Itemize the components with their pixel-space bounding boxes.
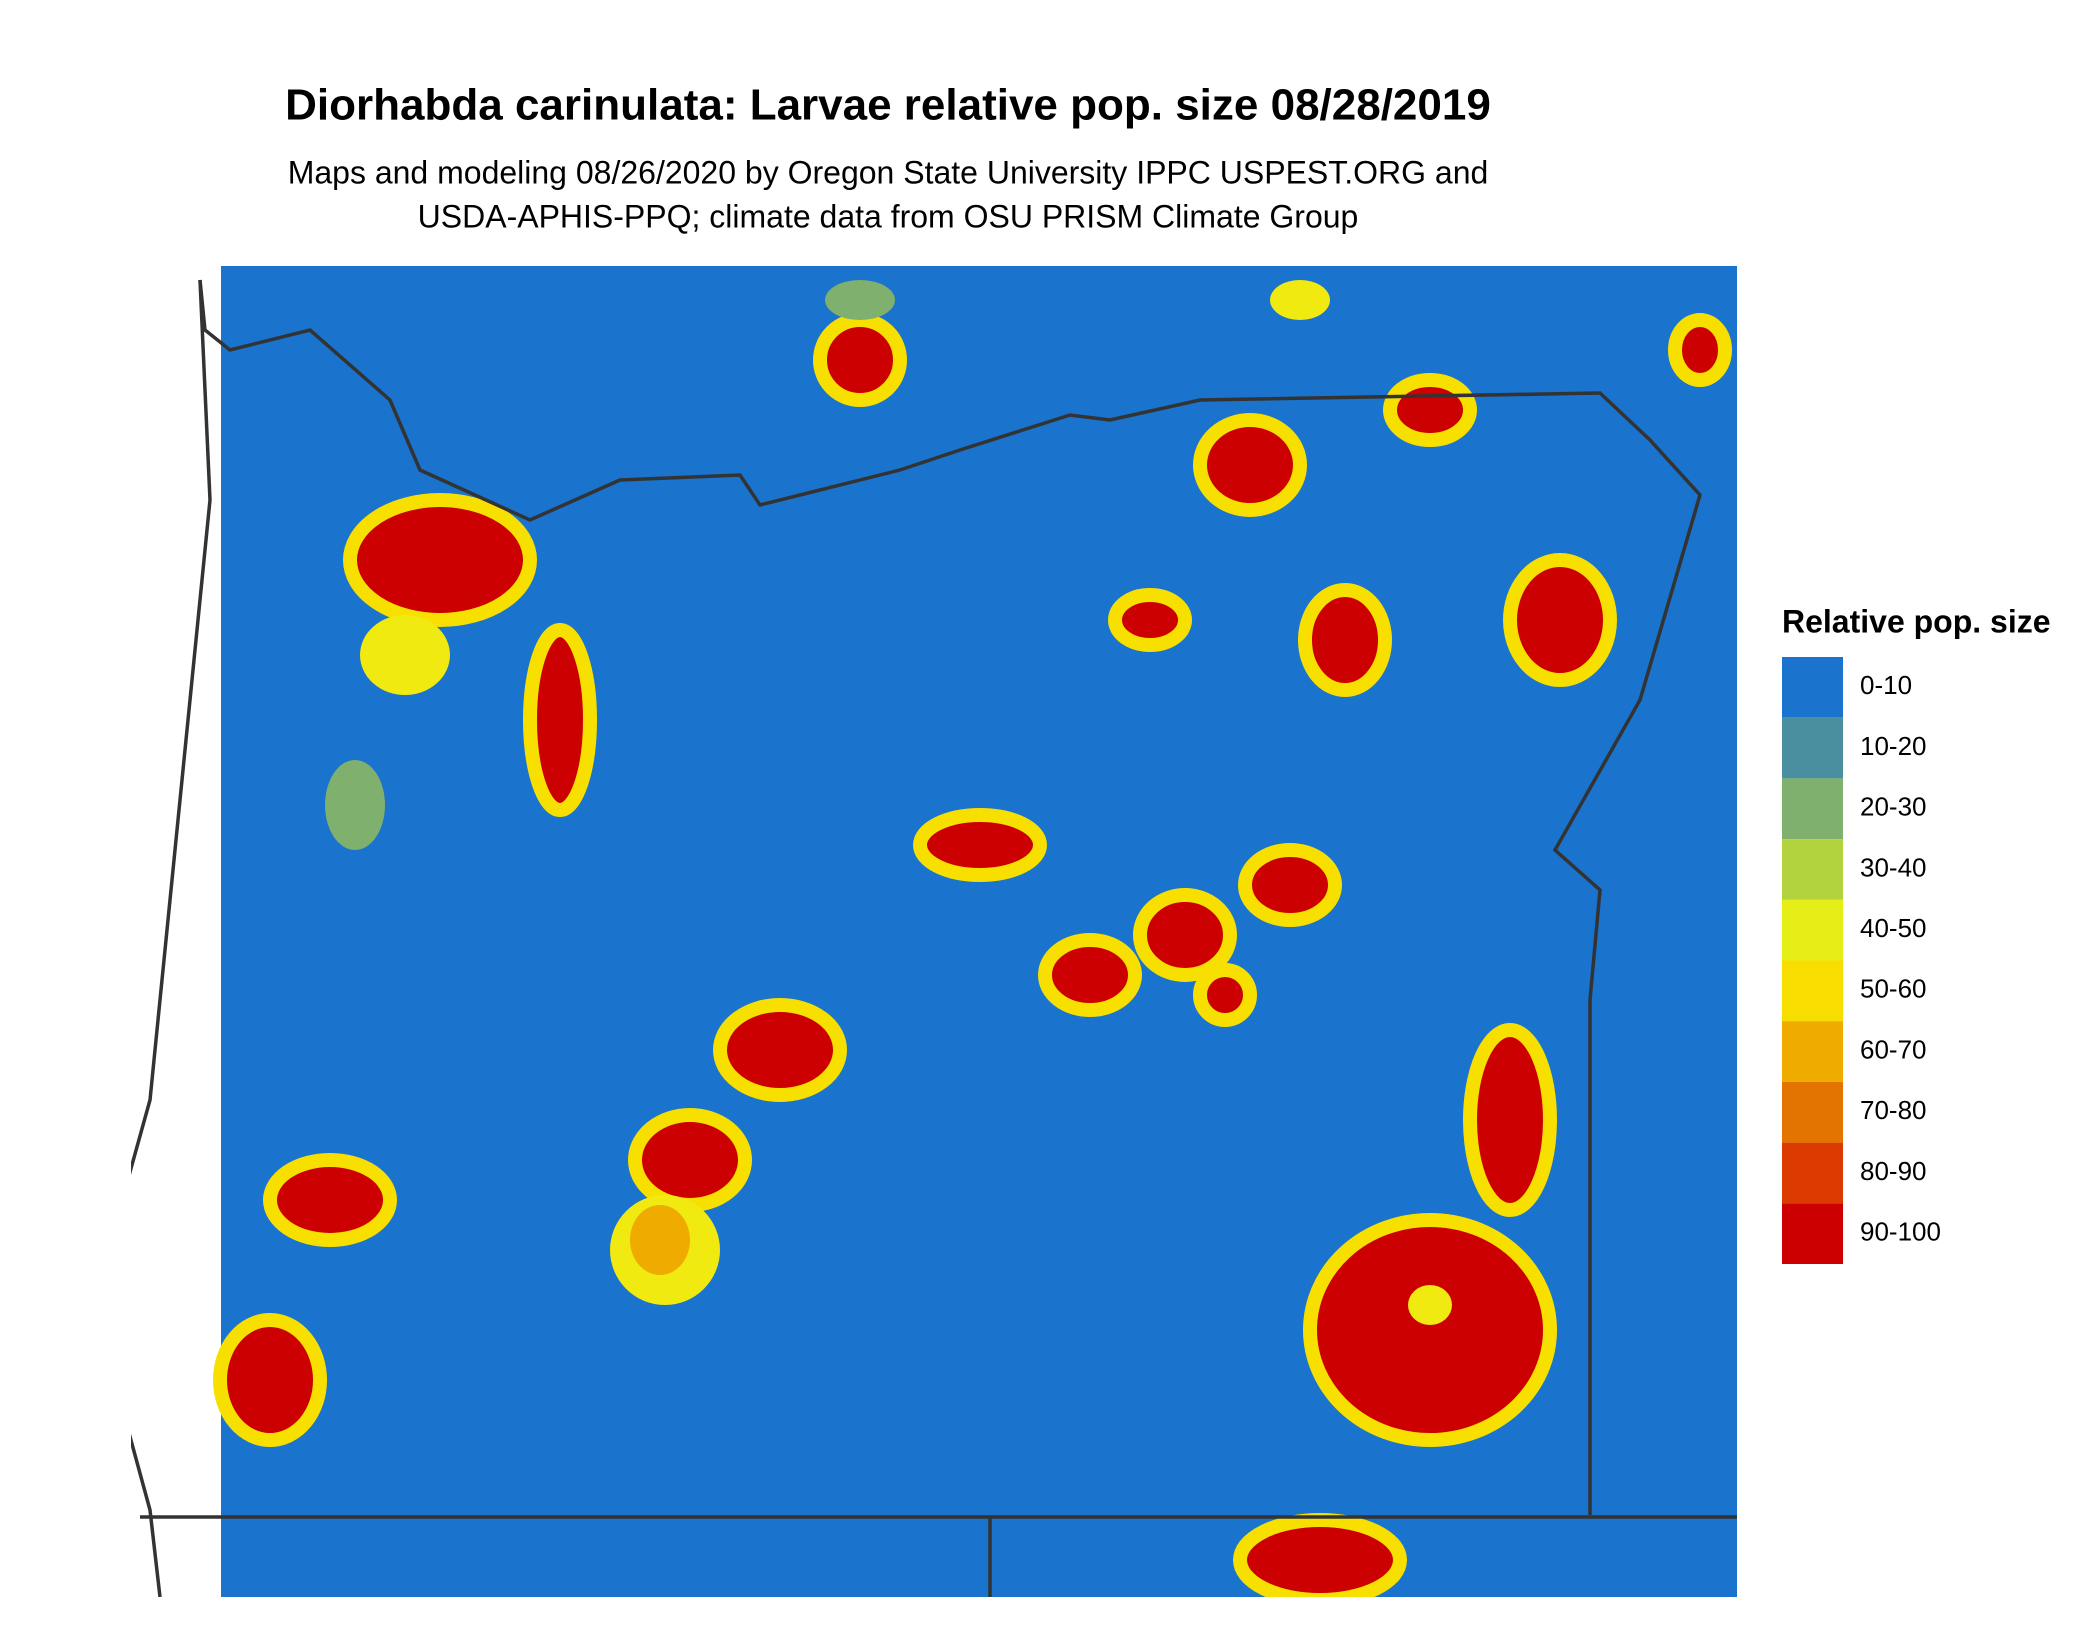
title: Diorhabda carinulata: Larvae relative po… bbox=[285, 81, 1491, 130]
legend-swatch bbox=[1782, 717, 1843, 779]
map-hotspots bbox=[213, 280, 1732, 1597]
legend-label: 10-20 bbox=[1860, 731, 1927, 761]
subtitle: USDA-APHIS-PPQ; climate data from OSU PR… bbox=[418, 198, 1359, 234]
legend-swatch bbox=[1782, 657, 1843, 718]
legend-label: 0-10 bbox=[1860, 670, 1912, 700]
legend-swatch bbox=[1782, 960, 1843, 1022]
legend-label: 90-100 bbox=[1860, 1217, 1941, 1247]
legend-swatch bbox=[1782, 778, 1843, 840]
legend-title: Relative pop. size bbox=[1782, 603, 2051, 639]
legend-swatch bbox=[1782, 839, 1843, 900]
legend-swatch bbox=[1782, 899, 1843, 961]
legend-swatch bbox=[1782, 1021, 1843, 1082]
state-borders bbox=[131, 279, 1737, 1597]
subtitle: Maps and modeling 08/26/2020 by Oregon S… bbox=[288, 154, 1489, 190]
map bbox=[131, 266, 1737, 1597]
legend-label: 40-50 bbox=[1860, 913, 1927, 943]
legend-label: 80-90 bbox=[1860, 1156, 1927, 1186]
ocean bbox=[131, 266, 221, 1597]
legend-label: 70-80 bbox=[1860, 1095, 1927, 1125]
legend-label: 20-30 bbox=[1860, 792, 1927, 822]
legend-label: 60-70 bbox=[1860, 1034, 1927, 1064]
legend: 0-10 10-20 20-30 30-40 40-50 50-60 60-70 70-80 8… bbox=[1782, 657, 1941, 1264]
legend-label: 50-60 bbox=[1860, 974, 1927, 1004]
legend-swatch bbox=[1782, 1142, 1843, 1204]
legend-swatch bbox=[1782, 1081, 1843, 1143]
legend-label: 30-40 bbox=[1860, 852, 1927, 882]
legend-swatch bbox=[1782, 1203, 1843, 1264]
